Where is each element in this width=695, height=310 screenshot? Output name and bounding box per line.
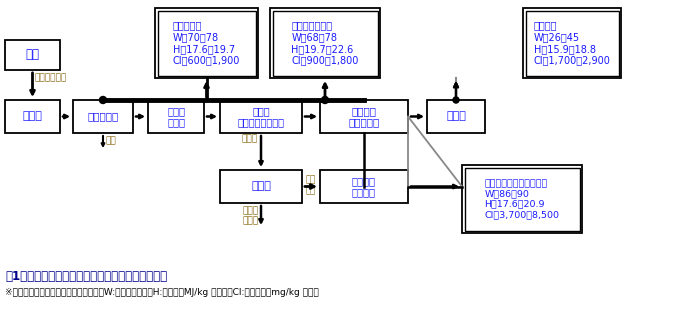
- Bar: [270, 8, 380, 78]
- Text: 豚舎: 豚舎: [26, 48, 40, 61]
- Text: 堆肥舎: 堆肥舎: [446, 112, 466, 122]
- Bar: [272, 11, 377, 76]
- Text: ふん尿混合物: ふん尿混合物: [35, 73, 67, 82]
- Text: 曝気槽: 曝気槽: [251, 181, 271, 192]
- Bar: [158, 11, 256, 76]
- Text: 沈殿後
放流へ: 沈殿後 放流へ: [243, 206, 259, 226]
- Circle shape: [322, 96, 329, 104]
- Text: 【堆肥】
W：26～45
H：15.9～18.8
CI：1,700～2,900: 【堆肥】 W：26～45 H：15.9～18.8 CI：1,700～2,900: [534, 20, 610, 65]
- Text: ※図中の二重枠で示した固分の成分は、W:含水率（％）、H:発熱量（MJ/kg 乾物）、CI:塩素濃度（mg/kg 乾物）: ※図中の二重枠で示した固分の成分は、W:含水率（％）、H:発熱量（MJ/kg 乾…: [5, 288, 319, 297]
- Text: 図1　養豚場の浄化処理で発生する固分のフロー図: 図1 養豚場の浄化処理で発生する固分のフロー図: [5, 270, 167, 283]
- Bar: [320, 100, 408, 133]
- Bar: [525, 11, 619, 76]
- Bar: [148, 100, 204, 133]
- Bar: [523, 8, 621, 78]
- Text: 脱水機
スクリュープレス: 脱水機 スクリュープレス: [238, 106, 284, 127]
- Bar: [220, 170, 302, 203]
- Text: 多重円板
式脱水機: 多重円板 式脱水機: [352, 176, 376, 197]
- Bar: [5, 100, 60, 133]
- Text: 篩別後
原水槽: 篩別後 原水槽: [167, 106, 185, 127]
- Bar: [464, 167, 580, 231]
- Text: スクリーン: スクリーン: [88, 112, 119, 122]
- Bar: [155, 8, 258, 78]
- Circle shape: [99, 96, 106, 104]
- Bar: [5, 40, 60, 70]
- Text: 【粗ゴミ】
W：70～78
H：17.6～19.7
CI：600～1,900: 【粗ゴミ】 W：70～78 H：17.6～19.7 CI：600～1,900: [173, 20, 240, 65]
- Bar: [427, 100, 485, 133]
- Circle shape: [453, 97, 459, 103]
- Circle shape: [454, 98, 459, 103]
- Text: し渣: し渣: [105, 136, 116, 145]
- Text: 【脱水ケーキ】
W：68～78
H：19.7～22.6
CI：900～1,800: 【脱水ケーキ】 W：68～78 H：19.7～22.6 CI：900～1,800: [291, 20, 359, 65]
- Bar: [320, 170, 408, 203]
- Text: 【余剰汚泥脱水ケーキ】
W：86～90
H：17.6～20.9
CI：3,700～8,500: 【余剰汚泥脱水ケーキ】 W：86～90 H：17.6～20.9 CI：3,700…: [484, 179, 559, 219]
- Text: 余剰
汚泥: 余剰 汚泥: [306, 176, 316, 195]
- Text: 密閉縦型
堆肥化装置: 密閉縦型 堆肥化装置: [348, 106, 379, 127]
- Text: 分離液: 分離液: [242, 135, 258, 144]
- Bar: [462, 165, 582, 233]
- Bar: [73, 100, 133, 133]
- Bar: [220, 100, 302, 133]
- Text: 原水槽: 原水槽: [22, 112, 42, 122]
